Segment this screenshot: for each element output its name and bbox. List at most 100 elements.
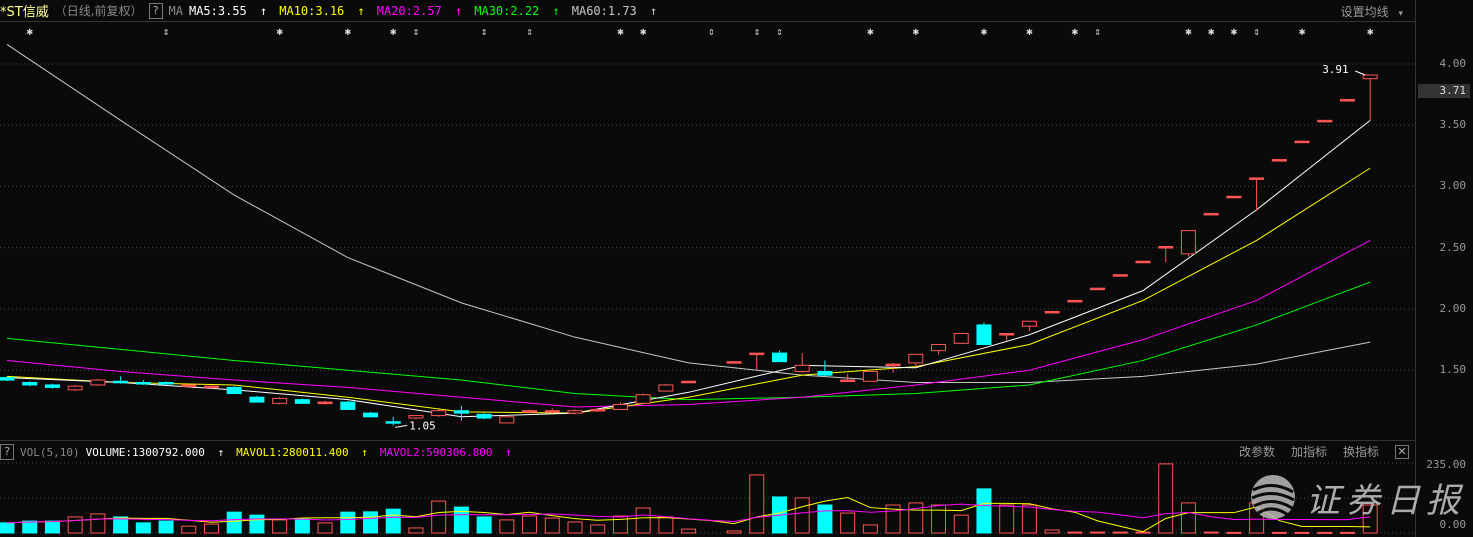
event-marker-icon: ✱ (1072, 25, 1079, 38)
volume-bar (67, 516, 83, 534)
candle-body (726, 361, 742, 364)
switch-indicator-button[interactable]: 换指标 (1342, 445, 1379, 459)
set-ma-label: 设置均线 (1340, 5, 1389, 19)
volume-bar (567, 521, 583, 534)
volume-bar (431, 500, 447, 534)
candle-body (385, 421, 401, 424)
volume-bar (317, 522, 333, 534)
candle-body (840, 379, 856, 383)
volume-bar (22, 520, 38, 534)
volume-bar (44, 520, 60, 534)
current-price-tag: 3.71 (1418, 84, 1470, 98)
caret-down-icon: ▾ (1398, 9, 1403, 19)
candle-body (1249, 177, 1265, 180)
candle-body (590, 408, 606, 412)
volume-bar (1226, 531, 1242, 534)
volume-bar (885, 504, 901, 534)
volume-bar (90, 513, 106, 534)
candle-body (612, 404, 628, 410)
ma60-value: MA60:1.73 ↑ (572, 4, 664, 18)
candle-body (1158, 246, 1174, 249)
volume-bar (953, 514, 969, 534)
event-marker-icon: ✱ (1185, 25, 1192, 38)
ma60-line (6, 43, 1371, 383)
period-label: （日线,前复权） (54, 4, 143, 18)
up-arrow-icon: ↑ (505, 445, 512, 459)
ma5-line (6, 119, 1371, 418)
volume-bar (635, 507, 651, 534)
volume-bar (158, 520, 174, 534)
candle-body (499, 416, 515, 424)
candle-body (431, 410, 447, 417)
volume-bar (976, 488, 992, 534)
kline-chart[interactable]: ✱ ⇕ ✱ ✱ ✱ ⇕ ⇕ ⇕ ✱ ✱ ⇕ ⇕ ⇕ ✱ ✱ ✱ ✱ ✱ ⇕ ✱ ✱ ✱ ⇕ ✱ ✱ 3.91 1.05 (0, 0, 1415, 537)
candle-body (408, 415, 424, 419)
set-ma-button[interactable]: 设置均线 ▾ (1341, 3, 1409, 20)
volume-bar (1021, 504, 1037, 534)
candle-body (931, 344, 947, 352)
volume-bar (1090, 531, 1106, 534)
candle-body (44, 384, 60, 388)
close-indicator-button[interactable]: ✕ (1395, 444, 1409, 459)
candle-body (181, 384, 197, 387)
candle-body (1021, 320, 1037, 327)
event-marker-icon: ✱ (1026, 25, 1033, 38)
ma20-line (6, 239, 1371, 408)
logo-swirl-icon (1251, 475, 1295, 519)
volume-bar (272, 519, 288, 534)
volume-bar (817, 504, 833, 534)
candle-body (113, 380, 129, 384)
event-marker-icon: ⇕ (776, 25, 783, 38)
add-indicator-button[interactable]: 加指标 (1290, 445, 1327, 459)
volume-tick: 0.00 (1439, 518, 1467, 531)
volume-bar (453, 506, 469, 534)
candle-body (999, 333, 1015, 336)
candle-body (544, 410, 560, 413)
event-marker-icon: ⇕ (708, 25, 715, 38)
volume-bar (1112, 531, 1128, 534)
candle-body (635, 394, 651, 404)
ma30-line (6, 281, 1371, 401)
candle-body (22, 382, 38, 386)
event-marker-icon: ✱ (1208, 25, 1215, 38)
volume-bar (385, 508, 401, 534)
price-tick: 3.50 (1439, 118, 1467, 131)
indicator-buttons: 改参数 加指标 换指标 ✕ (1239, 443, 1415, 460)
volume-bar (1294, 531, 1310, 534)
low-pointer (395, 424, 408, 428)
edit-params-button[interactable]: 改参数 (1238, 445, 1275, 459)
candle-body (158, 382, 174, 385)
volume-bar (476, 516, 492, 534)
ma5-text: MA5:3.55 (188, 3, 247, 18)
volume-bar (340, 511, 356, 534)
volume-bar (931, 504, 947, 534)
volume-bar (612, 515, 628, 534)
price-tick: 2.00 (1439, 302, 1467, 315)
price-axis: 4.00 3.50 3.00 2.50 2.00 1.50 3.71 235.0… (1415, 0, 1473, 537)
volume-bar (113, 516, 129, 534)
volume-bar (1180, 502, 1196, 534)
ma10-line (6, 167, 1371, 414)
up-arrow-icon: ↑ (455, 3, 463, 18)
ma10-value: MA10:3.16 ↑ (279, 4, 371, 18)
volume-help-button[interactable]: ? (0, 444, 14, 460)
event-marker-icon: ✱ (1299, 25, 1306, 38)
candle-body (1067, 299, 1083, 303)
candle-body (658, 384, 674, 392)
volume-bar (181, 525, 197, 534)
volume-bar (499, 519, 515, 534)
candle-body (1044, 310, 1060, 314)
event-marker-icon: ✱ (912, 25, 919, 38)
volume-bar (999, 504, 1015, 534)
event-marker-icon: ⇕ (1253, 25, 1260, 38)
help-button[interactable]: ? (148, 2, 163, 19)
volume-bar (0, 522, 15, 534)
panel-divider (0, 440, 1415, 441)
event-marker-icon: ✱ (390, 25, 397, 38)
volume-bar (1044, 529, 1060, 534)
candle-body (1339, 99, 1355, 102)
candle-body (885, 363, 901, 367)
event-marker-icon: ✱ (1367, 25, 1374, 38)
candle-body (817, 370, 833, 376)
candle-body (272, 397, 288, 404)
